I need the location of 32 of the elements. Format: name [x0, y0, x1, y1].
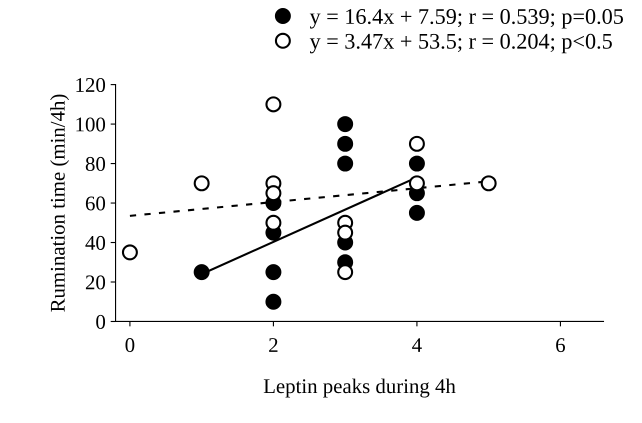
point: [194, 264, 210, 280]
point: [408, 156, 425, 172]
x-tick-label: 2: [269, 338, 278, 352]
legend-label: y = 16.4x + 7.59; r = 0.539; p=0.05: [310, 8, 624, 29]
point: [122, 244, 138, 260]
point: [480, 175, 497, 192]
legend-label: y = 3.47x + 53.5; r = 0.204; p<0.5: [310, 34, 612, 54]
y-tick-label: 40: [85, 236, 106, 250]
point: [265, 96, 282, 112]
point: [265, 214, 282, 231]
x-tick-label: 0: [125, 338, 134, 352]
y-tick-label: 60: [86, 196, 106, 210]
y-tick-label: 120: [76, 78, 106, 92]
y-axis-title: Rumination time (min/4h): [50, 94, 70, 312]
point: [194, 175, 210, 192]
point: [265, 264, 282, 280]
point: [337, 156, 354, 172]
point: [265, 294, 282, 310]
y-tick-label: 20: [86, 275, 106, 290]
point: [337, 136, 354, 152]
x-tick-label: 4: [412, 338, 422, 352]
point: [337, 116, 354, 132]
point: [265, 185, 282, 202]
point: [408, 204, 425, 221]
y-tick-label: 100: [76, 117, 106, 132]
point: [408, 175, 425, 192]
point: [408, 136, 425, 152]
y-tick-label: 0: [96, 314, 106, 329]
point: [337, 264, 354, 280]
y-tick-label: 80: [86, 156, 106, 171]
x-axis-title: Leptin peaks during 4h: [264, 378, 456, 398]
x-tick-label: 6: [556, 338, 566, 352]
